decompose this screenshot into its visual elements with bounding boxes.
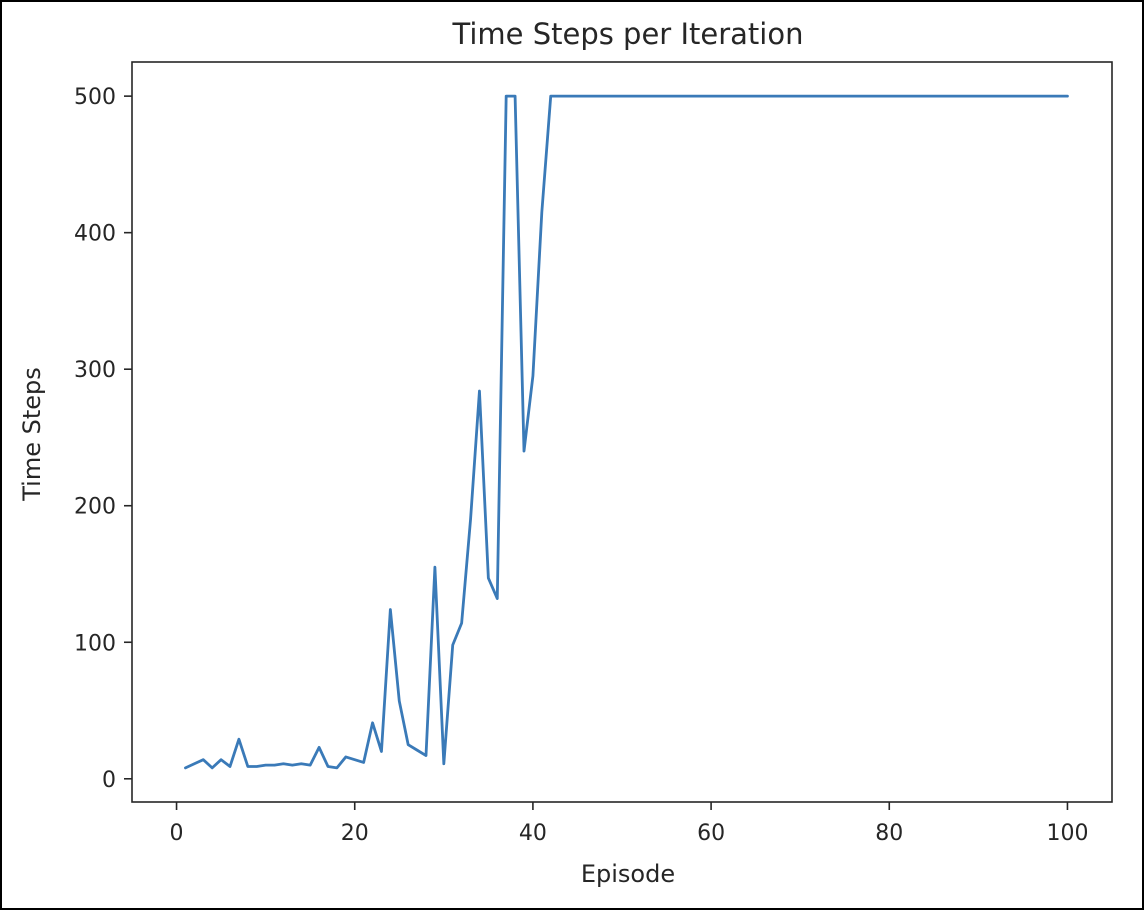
x-axis-label: Episode (581, 860, 675, 888)
x-tick-label: 20 (341, 821, 369, 846)
y-tick-label: 0 (102, 768, 116, 793)
x-tick-label: 60 (697, 821, 725, 846)
series-layer (184, 94, 1069, 770)
series-line (184, 94, 1069, 770)
y-tick-label: 500 (74, 85, 116, 110)
x-tick-label: 100 (1046, 821, 1088, 846)
plot-area-frame (131, 61, 1113, 803)
y-tick-label: 400 (74, 222, 116, 247)
y-tick-label: 100 (74, 631, 116, 656)
chart-title: Time Steps per Iteration (452, 17, 804, 51)
x-tick-label: 0 (170, 821, 184, 846)
y-tick-label: 300 (74, 358, 116, 383)
x-tick-label: 40 (519, 821, 547, 846)
y-axis-label: Time Steps (18, 367, 46, 502)
y-tick-label: 200 (74, 495, 116, 520)
x-tick-label: 80 (875, 821, 903, 846)
axis-ticks: 0 20 40 60 80 100 0 100 200 300 400 500 (74, 85, 1088, 846)
